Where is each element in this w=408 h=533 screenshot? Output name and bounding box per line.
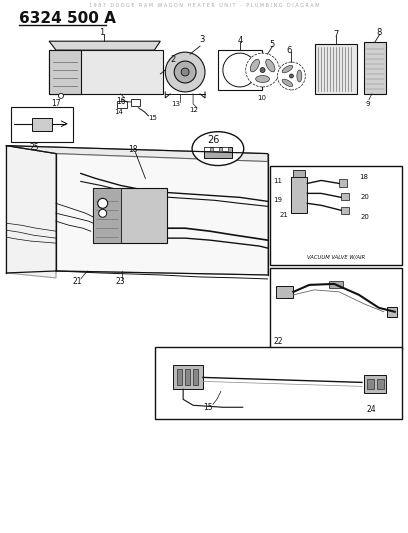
Bar [270,268,401,350]
Text: 3: 3 [199,35,204,44]
Text: 7: 7 [333,30,339,39]
Bar [293,169,305,177]
Bar [341,207,349,214]
Text: 18: 18 [129,145,138,154]
Text: 17: 17 [51,99,61,108]
Text: 9: 9 [366,101,370,107]
Circle shape [165,52,205,92]
Text: 13: 13 [171,101,180,107]
Text: 12: 12 [189,107,198,113]
Bar [49,50,81,94]
Text: 1: 1 [99,28,104,37]
Bar [32,118,52,131]
Text: 26: 26 [208,135,220,144]
Text: 8: 8 [376,28,381,37]
Ellipse shape [282,66,293,73]
Bar [387,307,397,317]
Text: 15: 15 [149,115,157,121]
Text: 18: 18 [359,174,368,181]
Circle shape [246,53,279,87]
Bar [275,286,293,298]
Ellipse shape [282,79,293,86]
Bar [204,147,210,151]
Text: 24: 24 [367,405,377,414]
Text: 25: 25 [29,143,39,152]
Polygon shape [49,41,160,50]
Bar [367,379,374,389]
Text: 14: 14 [115,109,124,115]
Bar [329,281,343,288]
Circle shape [260,68,265,72]
Bar [364,375,386,393]
Text: 1 9 8 7   D O D G E   R A M   W A G O N   H E A T E R   U N I T   -   P L U M B : 1 9 8 7 D O D G E R A M W A G O N H E A … [89,3,319,9]
Text: 16: 16 [117,98,126,107]
Text: 11: 11 [273,179,282,184]
Circle shape [181,68,189,76]
Ellipse shape [266,59,275,72]
Bar [131,99,140,106]
Text: 21: 21 [279,212,288,219]
Text: 23: 23 [115,277,125,286]
Bar [364,42,386,94]
Bar [291,177,307,213]
Circle shape [277,62,305,90]
Polygon shape [7,146,268,161]
Bar [213,147,219,151]
Text: 6324 500 A: 6324 500 A [19,11,116,26]
Bar [341,193,349,200]
Circle shape [174,61,196,83]
Bar [222,147,228,151]
Text: 10: 10 [257,95,267,101]
Text: 2: 2 [170,55,175,64]
Bar [185,369,190,385]
Bar [49,50,163,94]
Ellipse shape [256,76,270,83]
Bar [93,188,121,243]
Bar [377,379,384,389]
Bar [204,147,232,158]
Circle shape [99,209,106,217]
Bar [155,346,401,419]
Bar [270,166,401,265]
Circle shape [289,74,293,78]
Text: 6: 6 [287,46,292,55]
Text: 22: 22 [273,337,283,346]
Bar [193,369,198,385]
Circle shape [223,53,257,87]
Text: 19: 19 [273,197,282,204]
Bar [173,366,203,389]
Text: 20: 20 [361,214,370,220]
Bar [177,369,182,385]
Text: 15: 15 [203,403,213,412]
Circle shape [98,198,108,208]
Polygon shape [7,146,56,278]
Bar [339,180,347,188]
Circle shape [58,93,64,99]
Ellipse shape [250,59,259,72]
Ellipse shape [192,132,244,166]
Ellipse shape [297,70,302,82]
Bar [117,101,126,108]
Text: 4: 4 [237,36,242,45]
Bar [315,44,357,94]
Text: 5: 5 [269,39,274,49]
Bar [93,188,167,243]
Text: VACUUM VALVE W/AIR: VACUUM VALVE W/AIR [306,255,365,260]
Text: 21: 21 [73,277,82,286]
Bar [218,50,262,90]
Text: 20: 20 [361,195,370,200]
Bar [11,107,73,142]
Polygon shape [56,154,268,275]
